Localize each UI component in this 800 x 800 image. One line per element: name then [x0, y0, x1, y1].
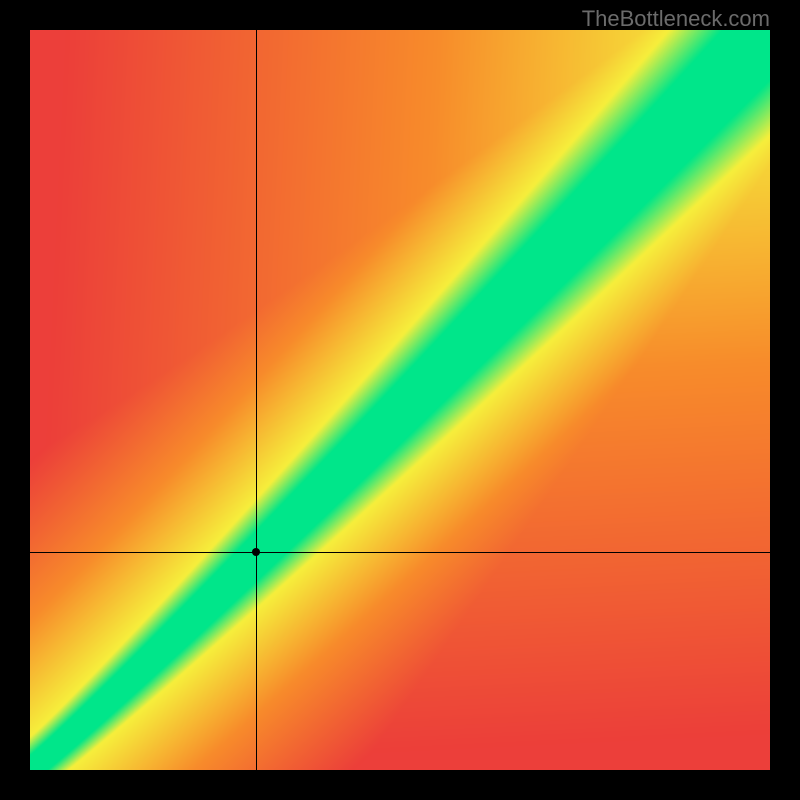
- watermark-text: TheBottleneck.com: [582, 6, 770, 32]
- crosshair-horizontal: [30, 552, 770, 553]
- crosshair-vertical: [256, 30, 257, 770]
- heatmap-canvas: [30, 30, 770, 770]
- data-point: [252, 548, 260, 556]
